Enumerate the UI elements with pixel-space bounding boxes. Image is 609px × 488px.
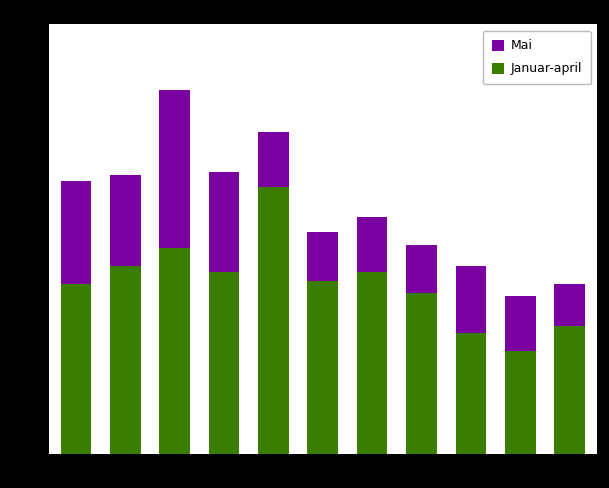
Bar xyxy=(60,284,91,454)
Bar xyxy=(456,332,486,454)
Bar xyxy=(456,266,486,332)
Bar xyxy=(258,132,289,187)
Bar xyxy=(406,293,437,454)
Bar xyxy=(209,172,239,272)
Bar xyxy=(160,90,190,247)
Bar xyxy=(110,266,141,454)
Bar xyxy=(357,272,387,454)
Bar xyxy=(554,326,585,454)
Bar xyxy=(110,175,141,266)
Legend: Mai, Januar-april: Mai, Januar-april xyxy=(483,31,591,84)
Bar xyxy=(357,217,387,272)
Bar xyxy=(308,232,338,281)
Bar xyxy=(60,181,91,284)
Bar xyxy=(406,244,437,293)
Bar xyxy=(258,187,289,454)
Bar xyxy=(160,247,190,454)
Bar xyxy=(209,272,239,454)
Bar xyxy=(505,296,535,351)
Bar xyxy=(554,284,585,326)
Bar xyxy=(308,281,338,454)
Bar xyxy=(505,351,535,454)
